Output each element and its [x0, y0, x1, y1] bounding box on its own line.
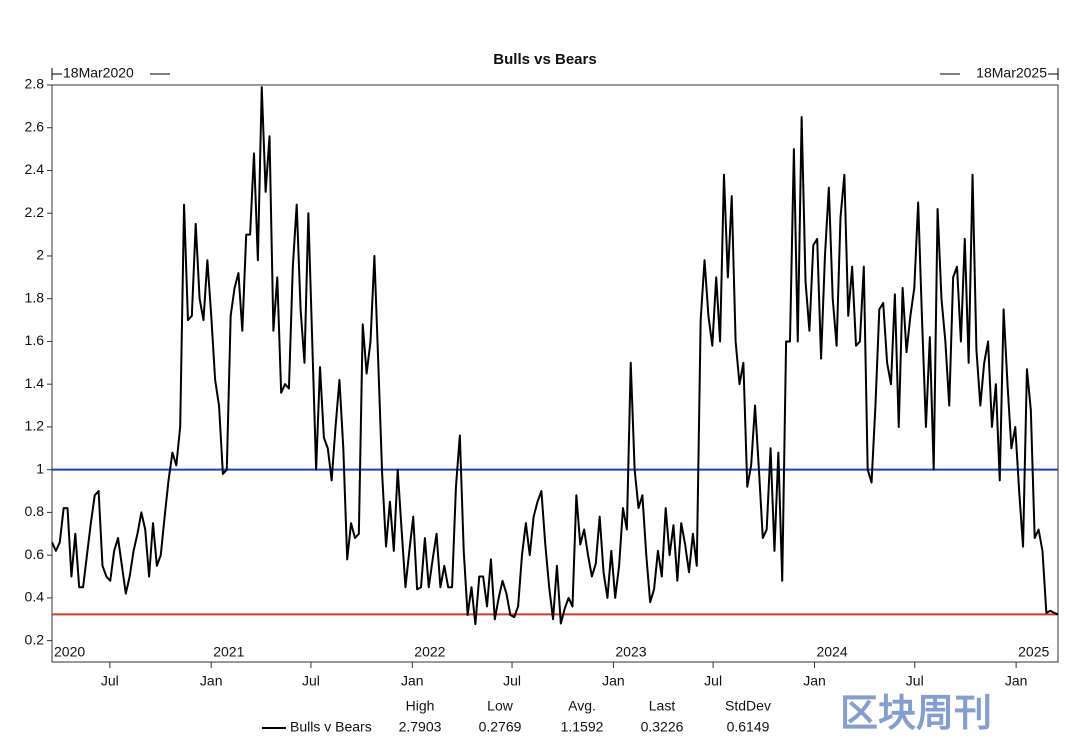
y-tick-label: 0.4	[25, 589, 45, 605]
year-label: 2025	[1018, 644, 1049, 660]
stat-value: 0.6149	[727, 719, 770, 735]
stat-header: High	[406, 698, 435, 714]
year-label: 2021	[213, 644, 244, 660]
x-tick-label: Jan	[200, 673, 223, 689]
y-tick-label: 2.8	[25, 76, 45, 92]
stat-header: Low	[487, 698, 514, 714]
x-tick-label: Jul	[101, 673, 119, 689]
year-label: 2023	[615, 644, 646, 660]
data-line	[51, 86, 1059, 626]
x-tick-label: Jan	[803, 673, 826, 689]
y-tick-label: 2.6	[25, 118, 45, 134]
x-tick-label: Jul	[302, 673, 320, 689]
stat-value: 0.3226	[641, 719, 684, 735]
y-tick-label: 2.2	[25, 204, 45, 220]
y-tick-label: 1.4	[25, 375, 45, 391]
start-label: 18Mar2020	[63, 65, 134, 81]
x-tick-label: Jul	[906, 673, 924, 689]
x-tick-label: Jan	[1005, 673, 1028, 689]
stat-value: 2.7903	[399, 719, 442, 735]
y-tick-label: 1	[36, 460, 44, 476]
plot-frame	[51, 84, 1059, 663]
stat-header: Avg.	[568, 698, 596, 714]
y-tick-label: 1.8	[25, 289, 45, 305]
y-tick-label: 1.2	[25, 418, 45, 434]
x-tick-label: Jul	[503, 673, 521, 689]
y-tick-label: 0.2	[25, 631, 45, 647]
stat-value: 1.1592	[561, 719, 604, 735]
y-tick-label: 1.6	[25, 332, 45, 348]
year-label: 2024	[816, 644, 847, 660]
y-tick-label: 0.6	[25, 546, 45, 562]
legend-label: Bulls v Bears	[290, 719, 372, 735]
stat-value: 0.2769	[479, 719, 522, 735]
x-tick-label: Jul	[704, 673, 722, 689]
y-tick-label: 2.4	[25, 161, 45, 177]
x-tick-label: Jan	[401, 673, 424, 689]
stat-header: StdDev	[725, 698, 771, 714]
year-label: 2022	[414, 644, 445, 660]
chart-title: Bulls vs Bears	[493, 51, 596, 68]
y-tick-label: 0.8	[25, 503, 45, 519]
watermark: 区块周刊	[840, 693, 992, 735]
x-tick-label: Jan	[602, 673, 625, 689]
end-label: 18Mar2025	[976, 65, 1047, 81]
stat-header: Last	[649, 698, 676, 714]
y-tick-label: 2	[36, 247, 44, 263]
year-label: 2020	[54, 644, 85, 660]
